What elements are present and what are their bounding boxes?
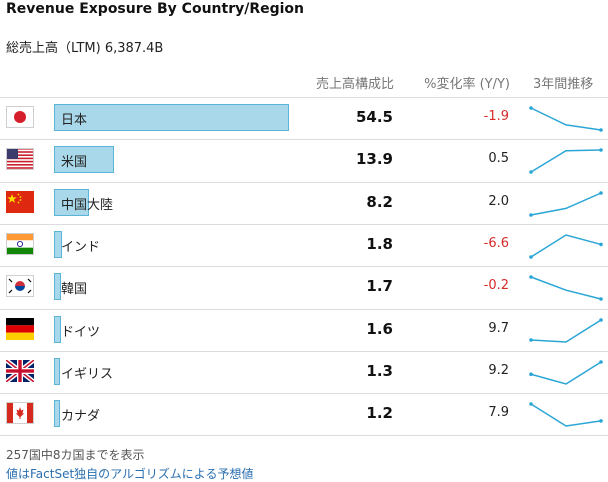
row-divider — [0, 350, 608, 352]
canada-flag-icon — [6, 402, 34, 425]
revenue-share-value: 8.2 — [366, 192, 393, 211]
country-name: 中国大陸 — [61, 197, 114, 213]
india-flag-icon — [6, 232, 34, 255]
usa-flag-icon — [6, 148, 34, 171]
yoy-change-value: -1.9 — [483, 109, 509, 124]
page-title: Revenue Exposure By Country/Region — [6, 1, 305, 17]
revenue-share-value: 1.3 — [366, 361, 393, 380]
revenue-share-value: 13.9 — [355, 150, 393, 169]
trend-sparkline — [529, 234, 603, 259]
sparkline-path — [530, 234, 602, 258]
japan-flag-icon — [6, 106, 34, 128]
yoy-change-value: -0.2 — [483, 278, 509, 294]
yoy-change-value: -6.6 — [483, 235, 509, 251]
sparkline-path — [530, 191, 602, 216]
row-divider — [0, 308, 608, 310]
sparkline-endpoint — [529, 212, 533, 217]
yoy-change-value: 9.2 — [488, 362, 509, 378]
sparkline-endpoint — [529, 402, 533, 406]
country-name: 米国 — [61, 155, 88, 171]
column-header-change: %変化率 (Y/Y) — [424, 77, 510, 92]
country-name: ドイツ — [61, 324, 101, 340]
sparkline-endpoint — [599, 419, 603, 423]
sparkline-endpoint — [599, 242, 603, 247]
trend-sparkline — [529, 148, 603, 175]
germany-flag-icon — [6, 317, 34, 340]
sparkline-path — [530, 361, 602, 385]
sparkline-path — [530, 107, 602, 131]
sparkline-path — [530, 318, 602, 343]
share-bar — [54, 230, 62, 258]
revenue-share-value: 1.2 — [366, 404, 393, 423]
sparkline-endpoint — [529, 372, 533, 376]
sparkline-endpoint — [529, 255, 533, 259]
share-bar — [54, 188, 90, 216]
trend-sparkline — [529, 275, 603, 301]
country-name: イギリス — [61, 366, 114, 382]
sparkline-path — [530, 403, 602, 427]
country-name: 日本 — [61, 113, 88, 128]
table-row[interactable]: カナダ 1.2 7.9 — [0, 393, 608, 435]
country-name: カナダ — [61, 409, 101, 425]
country-name: インド — [61, 239, 101, 255]
sparkline-endpoint — [599, 317, 603, 322]
table-row[interactable]: ドイツ 1.6 9.7 — [0, 309, 608, 351]
korea-flag-icon — [6, 275, 34, 298]
yoy-change-value: 7.9 — [488, 405, 509, 421]
table-row[interactable]: 韓国 1.7 -0.2 — [0, 266, 608, 308]
row-divider — [0, 223, 608, 225]
table-row[interactable]: インド 1.8 -6.6 — [0, 224, 608, 266]
row-divider — [0, 435, 608, 437]
sparkline-endpoint — [529, 106, 533, 110]
sparkline-endpoint — [599, 128, 603, 132]
yoy-change-value: 9.7 — [488, 320, 509, 336]
yoy-change-value: 0.5 — [488, 151, 509, 167]
table-row[interactable]: 日本 54.5 -1.9 — [0, 97, 608, 139]
total-revenue: 総売上高（LTM) 6,387.4B — [6, 41, 164, 56]
trend-sparkline — [529, 317, 603, 343]
sparkline-endpoint — [529, 337, 533, 342]
table-row[interactable]: 中国大陸 8.2 2.0 — [0, 182, 608, 224]
table-divider — [0, 97, 608, 98]
sparkline-endpoint — [599, 148, 603, 153]
china-flag-icon — [6, 190, 34, 213]
sparkline-endpoint — [599, 297, 603, 301]
share-bar — [54, 400, 60, 428]
trend-sparkline — [529, 359, 603, 385]
trend-sparkline — [529, 402, 603, 427]
sparkline-path — [530, 149, 602, 173]
sparkline-endpoint — [529, 275, 533, 279]
share-bar — [54, 104, 289, 131]
trend-sparkline — [529, 190, 603, 217]
share-bar — [54, 357, 60, 385]
table-row[interactable]: イギリス 1.3 9.2 — [0, 351, 608, 393]
share-bar — [54, 146, 114, 174]
revenue-share-value: 1.7 — [366, 277, 393, 296]
yoy-change-value: 2.0 — [488, 193, 509, 209]
row-divider — [0, 139, 608, 141]
sparkline-endpoint — [599, 190, 603, 195]
uk-flag-icon — [4, 358, 36, 384]
footer-link[interactable]: 値はFactSet独自のアルゴリズムによる予想値 — [6, 467, 254, 481]
sparkline-endpoint — [529, 170, 533, 175]
sparkline-endpoint — [599, 359, 603, 364]
footer-note: 257国中8カ国までを表示 — [6, 448, 145, 462]
revenue-share-value: 1.8 — [366, 234, 393, 253]
sparkline-path — [530, 276, 602, 300]
revenue-share-value: 54.5 — [355, 108, 393, 126]
share-bar — [54, 273, 62, 301]
row-divider — [0, 181, 608, 183]
revenue-share-value: 1.6 — [366, 319, 393, 338]
trend-sparkline — [529, 106, 603, 132]
column-header-trend: 3年間推移 — [533, 77, 594, 92]
row-divider — [0, 266, 608, 268]
country-name: 韓国 — [61, 282, 88, 298]
table-row[interactable]: 米国 13.9 0.5 — [0, 139, 608, 181]
column-header-share: 売上高構成比 — [315, 77, 394, 92]
row-divider — [0, 393, 608, 395]
share-bar — [54, 315, 61, 343]
